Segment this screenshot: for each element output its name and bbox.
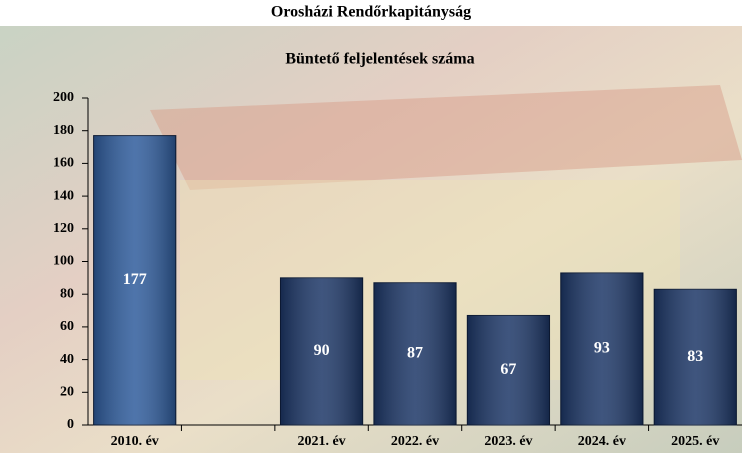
bar-shine <box>93 135 176 426</box>
y-tick-label: 180 <box>53 123 74 138</box>
x-tick-label: 2022. év <box>391 434 439 449</box>
value-label: 90 <box>314 342 330 359</box>
x-tick-label: 2021. év <box>297 434 345 449</box>
x-tick-label: 2023. év <box>484 434 532 449</box>
bar-shine <box>373 282 457 425</box>
bar-shine <box>560 272 643 425</box>
y-tick-label: 0 <box>67 417 74 432</box>
x-tick-label: 2010. év <box>111 434 159 449</box>
x-tick-label: 2024. év <box>578 434 626 449</box>
value-label: 93 <box>594 340 610 357</box>
value-label: 177 <box>123 271 147 288</box>
bar-shine <box>280 277 363 425</box>
y-tick-label: 200 <box>53 90 74 105</box>
value-label: 67 <box>500 361 516 378</box>
y-tick-label: 40 <box>60 352 74 367</box>
bar-shine <box>467 315 550 425</box>
roof-decoration <box>150 85 742 190</box>
y-tick-label: 120 <box>53 221 74 236</box>
y-tick-label: 140 <box>53 188 74 203</box>
y-tick-label: 80 <box>60 286 74 301</box>
y-tick-label: 100 <box>53 254 74 269</box>
value-label: 83 <box>687 348 703 365</box>
chart-title: Orosházi Rendőrkapitányság <box>271 4 471 21</box>
y-tick-label: 20 <box>60 385 74 400</box>
y-tick-label: 160 <box>53 156 74 171</box>
chart-subtitle: Büntető feljelentések száma <box>285 51 474 68</box>
bar-shine <box>654 289 737 425</box>
y-tick-label: 60 <box>60 319 74 334</box>
x-tick-label: 2025. év <box>671 434 719 449</box>
value-label: 87 <box>407 345 423 362</box>
